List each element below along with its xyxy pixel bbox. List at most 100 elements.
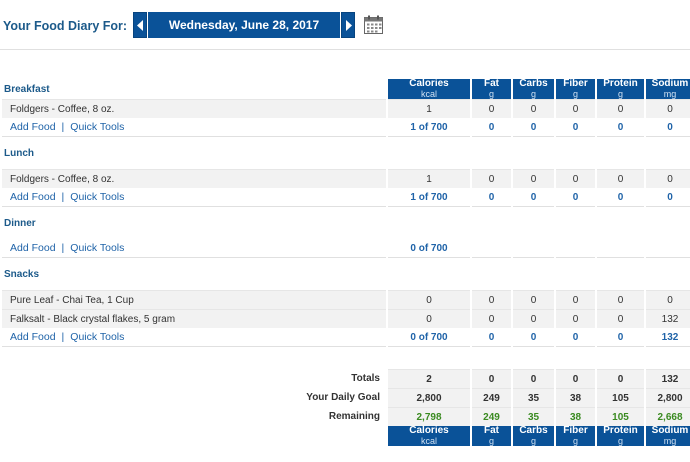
total-calories: 2 — [388, 369, 470, 388]
food-row[interactable]: Foldgers - Coffee, 8 oz. 1 0 0 0 0 0 — [2, 169, 690, 188]
total-fat: 0 — [472, 369, 511, 388]
remaining-fat: 249 — [472, 407, 511, 426]
food-row[interactable]: Foldgers - Coffee, 8 oz. 1 0 0 0 0 0 — [2, 99, 690, 118]
quick-tools-link-breakfast[interactable]: Quick Tools — [70, 121, 125, 133]
previous-day-button[interactable] — [133, 12, 147, 38]
footer-header-row: Calories kcal Fat g Carbs g Fiber g Protein g… — [2, 426, 690, 446]
subtotal-calories: 1 of 700 — [388, 118, 470, 137]
quick-tools-link-snacks[interactable]: Quick Tools — [70, 331, 125, 343]
food-protein: 0 — [597, 290, 644, 309]
link-separator: | — [61, 242, 65, 254]
dinner-add-row: Add Food | Quick Tools 0 of 700 — [2, 239, 690, 258]
subtotal-sodium — [646, 239, 690, 258]
subtotal-fiber — [556, 239, 595, 258]
link-separator: | — [61, 331, 65, 343]
dinner-header-row: Dinner — [2, 207, 690, 239]
food-fat: 0 — [472, 290, 511, 309]
subtotal-carbs: 0 — [513, 188, 554, 207]
next-day-button[interactable] — [341, 12, 355, 38]
subtotal-fiber: 0 — [556, 118, 595, 137]
subtotal-sodium: 0 — [646, 118, 690, 137]
total-protein: 0 — [597, 369, 644, 388]
quick-tools-link-lunch[interactable]: Quick Tools — [70, 191, 125, 203]
food-row[interactable]: Falksalt - Black crystal flakes, 5 gram … — [2, 309, 690, 328]
column-footer-fiber: Fiber g — [556, 426, 595, 446]
link-separator: | — [61, 191, 65, 203]
arrow-left-icon — [137, 20, 143, 31]
food-name[interactable]: Falksalt - Black crystal flakes, 5 gram — [2, 309, 386, 328]
food-fiber: 0 — [556, 309, 595, 328]
column-footer-calories: Calories kcal — [388, 426, 470, 446]
breakfast-add-row: Add Food | Quick Tools 1 of 700 0 0 0 0 0 — [2, 118, 690, 137]
column-header-carbs: Carbs g — [513, 79, 554, 99]
remaining-carbs: 35 — [513, 407, 554, 426]
food-protein: 0 — [597, 309, 644, 328]
food-diary-table: Breakfast Calories kcal Fat g Carbs g Fiber… — [0, 79, 690, 446]
column-header-sodium: Sodium mg — [646, 79, 690, 99]
remaining-label: Remaining — [328, 411, 380, 422]
food-carbs: 0 — [513, 309, 554, 328]
subtotal-carbs: 0 — [513, 118, 554, 137]
food-protein: 0 — [597, 99, 644, 118]
goal-calories: 2,800 — [388, 388, 470, 407]
remaining-calories: 2,798 — [388, 407, 470, 426]
food-name[interactable]: Foldgers - Coffee, 8 oz. — [2, 99, 386, 118]
food-fiber: 0 — [556, 169, 595, 188]
subtotal-protein: 0 — [597, 118, 644, 137]
food-calories: 0 — [388, 290, 470, 309]
column-footer-protein: Protein g — [597, 426, 644, 446]
food-sodium: 0 — [646, 99, 690, 118]
add-food-link-snacks[interactable]: Add Food — [10, 331, 56, 343]
goal-fat: 249 — [472, 388, 511, 407]
meal-title-dinner: Dinner — [4, 217, 36, 229]
food-calories: 1 — [388, 169, 470, 188]
food-protein: 0 — [597, 169, 644, 188]
column-footer-carbs: Carbs g — [513, 426, 554, 446]
food-carbs: 0 — [513, 99, 554, 118]
meal-title-breakfast: Breakfast — [4, 83, 50, 95]
food-sodium: 0 — [646, 290, 690, 309]
add-food-link-breakfast[interactable]: Add Food — [10, 121, 56, 133]
date-display[interactable]: Wednesday, June 28, 2017 — [148, 12, 340, 38]
total-sodium: 132 — [646, 369, 690, 388]
food-sodium: 0 — [646, 169, 690, 188]
food-name[interactable]: Foldgers - Coffee, 8 oz. — [2, 169, 386, 188]
goal-sodium: 2,800 — [646, 388, 690, 407]
subtotal-protein: 0 — [597, 188, 644, 207]
food-calories: 0 — [388, 309, 470, 328]
calendar-icon[interactable] — [364, 15, 383, 34]
food-fat: 0 — [472, 99, 511, 118]
food-name[interactable]: Pure Leaf - Chai Tea, 1 Cup — [2, 290, 386, 309]
column-header-calories: Calories kcal — [388, 79, 470, 99]
lunch-add-row: Add Food | Quick Tools 1 of 700 0 0 0 0 0 — [2, 188, 690, 207]
total-fiber: 0 — [556, 369, 595, 388]
subtotal-fat: 0 — [472, 188, 511, 207]
food-fat: 0 — [472, 309, 511, 328]
remaining-row: Remaining 2,798 249 35 38 105 2,668 — [2, 407, 690, 426]
remaining-sodium: 2,668 — [646, 407, 690, 426]
remaining-protein: 105 — [597, 407, 644, 426]
add-food-link-lunch[interactable]: Add Food — [10, 191, 56, 203]
add-food-link-dinner[interactable]: Add Food — [10, 242, 56, 254]
food-row[interactable]: Pure Leaf - Chai Tea, 1 Cup 0 0 0 0 0 0 — [2, 290, 690, 309]
subtotal-calories: 0 of 700 — [388, 328, 470, 347]
diary-header: Your Food Diary For: Wednesday, June 28,… — [0, 0, 690, 50]
snacks-add-row: Add Food | Quick Tools 0 of 700 0 0 0 0 13… — [2, 328, 690, 347]
food-carbs: 0 — [513, 290, 554, 309]
subtotal-carbs: 0 — [513, 328, 554, 347]
subtotal-carbs — [513, 239, 554, 258]
link-separator: | — [61, 121, 65, 133]
food-fat: 0 — [472, 169, 511, 188]
daily-goal-label: Your Daily Goal — [306, 392, 380, 403]
food-calories: 1 — [388, 99, 470, 118]
subtotal-sodium: 132 — [646, 328, 690, 347]
quick-tools-link-dinner[interactable]: Quick Tools — [70, 242, 125, 254]
column-footer-sodium: Sodium mg — [646, 426, 690, 446]
subtotal-calories: 0 of 700 — [388, 239, 470, 258]
arrow-right-icon — [346, 20, 352, 31]
subtotal-fiber: 0 — [556, 328, 595, 347]
goal-carbs: 35 — [513, 388, 554, 407]
lunch-header-row: Lunch — [2, 137, 690, 169]
totals-label: Totals — [351, 373, 380, 384]
column-header-protein: Protein g — [597, 79, 644, 99]
